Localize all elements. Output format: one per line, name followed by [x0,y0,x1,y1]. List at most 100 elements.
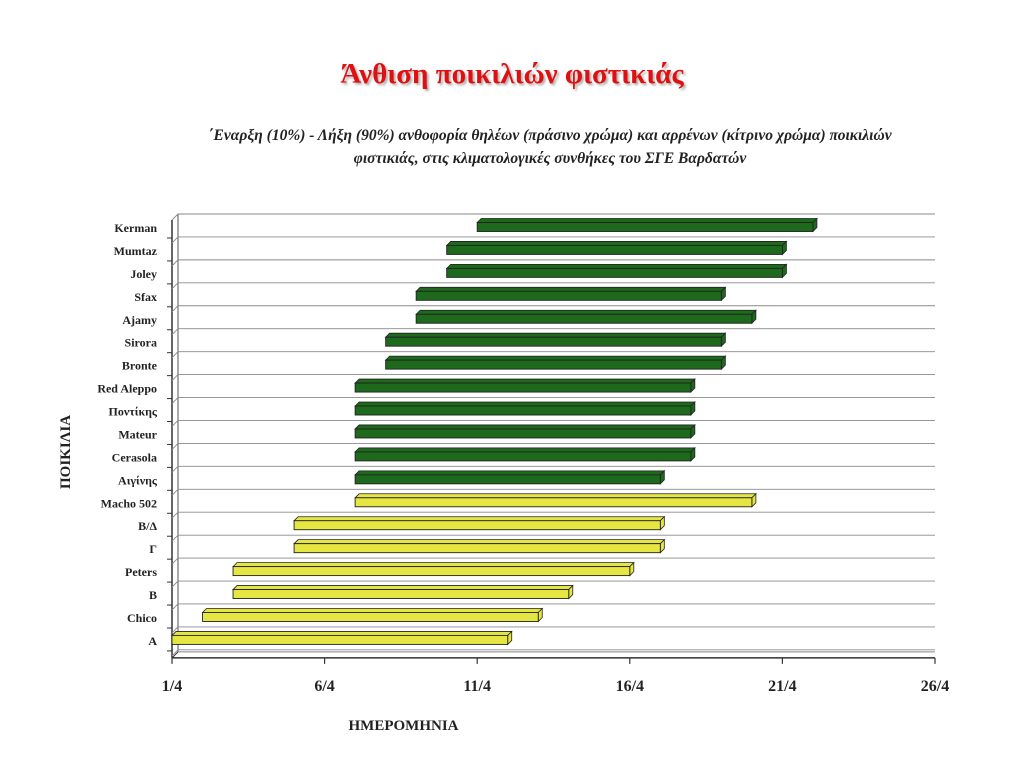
category-label: Macho 502 [101,496,157,510]
bar-top-face [354,424,696,430]
gridline-depth [171,466,179,473]
bar-male [354,492,757,508]
bar-top-face [384,332,727,338]
category-label: Ποντίκης [109,405,158,419]
bar-female [354,401,696,416]
gridline-depth [171,374,179,381]
gridline-depth [171,626,179,634]
gridline-depth [171,397,179,404]
label-layer: 1/4 6/4 11/4 16/4 21/4 26/4 Kerman Mumtaz Joley S… [97,221,949,695]
gridline-depth [171,580,179,588]
category-label: Sirora [125,336,157,350]
chart-title: ΄Εναρξη (10%) - Λήξη (90%) ανθοφορία θηλ… [208,127,892,167]
category-label: Peters [125,565,157,579]
bar-female [415,286,727,302]
bar-female [445,263,788,279]
bar-front-face [385,336,722,347]
bar-front-face [293,520,661,531]
bar-front-face [171,634,509,645]
bar-female [354,423,696,439]
category-label: Ajamy [122,313,157,327]
bar-male [171,630,513,646]
bar-male [232,561,635,577]
bar-female [415,309,757,325]
bar-top-face [293,539,666,545]
category-label: Αιγίνης [118,473,158,487]
bar-front-face [202,612,539,622]
y-axis-title: ΠΟΙΚΙΛΙΑ [58,415,74,489]
x-tick-label: 21/4 [768,678,796,695]
bar-top-face [415,286,727,292]
category-label: Mumtaz [114,244,158,258]
bar-male [293,515,666,531]
x-tick-label: 1/4 [162,678,182,695]
category-label: Cerasola [112,450,157,464]
bar-top-face [201,608,544,613]
bar-female [354,378,696,394]
category-label: Kerman [114,221,157,235]
bar-front-face [476,222,814,232]
bar-front-face [415,290,722,301]
category-label: Β [149,588,157,602]
bar-top-face [171,631,513,636]
gridline-depth [171,213,179,221]
gridline-depth [171,305,179,313]
bar-female [384,332,727,348]
gridline-depth [171,488,179,496]
x-tick-label: 16/4 [616,678,644,695]
gridline-depth [171,259,179,267]
bar-front-face [354,474,661,485]
bar-top-face [384,355,727,361]
bar-front-face [385,359,722,370]
x-axis-title: ΗΜΕΡΟΜΗΝΙΑ [349,718,459,734]
category-label: Joley [130,267,157,281]
bar-front-face [354,405,692,416]
bar-front-face [354,428,692,439]
x-tick-label: 26/4 [921,678,949,695]
gridline-depth [171,603,179,611]
category-label: Chico [127,611,157,625]
bar-male [201,607,544,623]
bar-female [354,446,696,462]
bar-top-face [232,562,635,567]
bar-front-face [415,313,753,324]
bar-layer [171,217,818,646]
category-label: Sfax [134,290,157,304]
bar-female [476,217,818,233]
bar-top-face [445,263,788,269]
bar-top-face [415,309,757,315]
gridline-depth [171,328,179,336]
bar-top-face [354,401,696,407]
bar-top-face [354,470,666,476]
bar-female [354,469,666,485]
bar-male [293,538,666,554]
slide-title: Άνθιση ποικιλιών φιστικιάς [340,58,684,90]
category-label: Mateur [118,427,157,441]
gridline-depth [171,649,179,657]
gridline-depth [171,534,179,542]
x-tick-label: 6/4 [314,678,334,695]
bar-top-face [354,378,696,384]
plot-floor-edge [171,651,179,659]
gridline-depth [171,351,179,358]
bar-front-face [232,566,631,577]
category-label: Red Aleppo [97,382,157,396]
gridline-depth [171,443,179,450]
grid-layer [167,213,936,664]
bar-top-face [354,447,696,453]
bar-front-face [293,543,661,554]
bar-front-face [446,267,783,278]
bar-top-face [232,585,574,590]
gridline-depth [171,420,179,427]
gridline-depth [171,557,179,565]
bar-top-face [445,241,788,246]
gridline-depth [171,282,179,290]
bar-male [232,584,574,600]
bar-front-face [354,382,692,393]
category-label: Γ [149,542,157,556]
bar-front-face [354,497,753,508]
bar-front-face [446,244,783,255]
bar-top-face [476,218,818,223]
bar-top-face [354,493,757,499]
